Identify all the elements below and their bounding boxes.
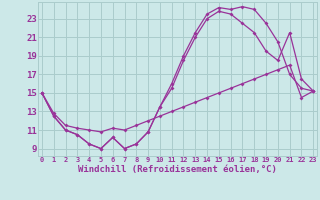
X-axis label: Windchill (Refroidissement éolien,°C): Windchill (Refroidissement éolien,°C) [78, 165, 277, 174]
